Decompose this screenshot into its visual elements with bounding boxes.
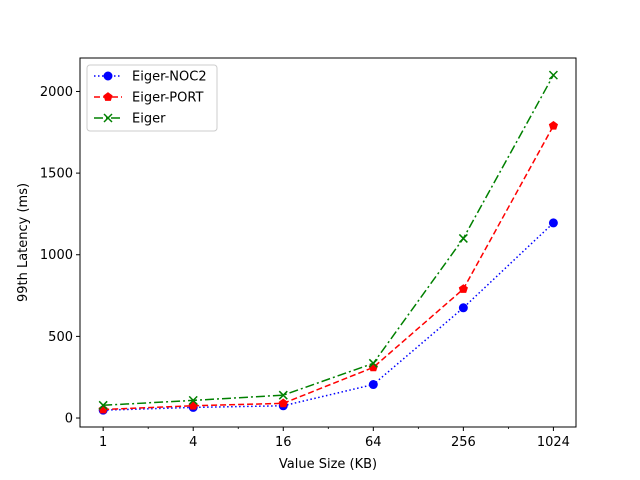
data-point [548, 120, 558, 130]
y-axis: 0 500 1000 1500 2000 [40, 85, 80, 427]
data-point [368, 358, 378, 368]
y-axis-label: 99th Latency (ms) [16, 183, 31, 302]
data-point [458, 233, 468, 243]
legend-label: Eiger-NOC2 [132, 70, 207, 85]
y-tick-label: 1500 [40, 167, 73, 182]
series-eiger [98, 70, 558, 410]
data-point [188, 395, 198, 405]
data-point [458, 303, 468, 313]
data-point [278, 398, 288, 408]
data-point [98, 400, 108, 410]
y-tick-label: 2000 [40, 85, 73, 100]
x-tick-label: 64 [365, 435, 382, 450]
series-line [103, 125, 555, 411]
y-tick-label: 1000 [40, 248, 73, 263]
data-point [548, 218, 558, 228]
legend-label: Eiger-PORT [132, 91, 203, 106]
x-tick-label: 16 [275, 435, 292, 450]
legend-marker [103, 113, 113, 123]
y-tick-label: 0 [65, 412, 73, 427]
data-point [458, 284, 468, 293]
series-line [103, 74, 555, 407]
legend-marker [103, 92, 113, 101]
data-point [548, 70, 558, 80]
data-point [278, 390, 288, 400]
x-tick-label: 256 [451, 435, 476, 450]
x-axis: 1 4 16 64 256 1024 [99, 427, 570, 450]
legend-item: Eiger-NOC2 [94, 70, 207, 85]
legend: Eiger-NOC2 Eiger-PORT Eiger [86, 64, 218, 132]
legend-item: Eiger [94, 112, 166, 127]
legend-marker [103, 71, 113, 81]
x-tick-label: 4 [189, 435, 197, 450]
legend-label: Eiger [132, 112, 166, 127]
x-axis-label: Value Size (KB) [279, 457, 377, 472]
y-tick-label: 500 [48, 330, 73, 345]
data-point [368, 380, 378, 390]
x-tick-label: 1 [99, 435, 107, 450]
series-eiger-noc2 [98, 218, 558, 415]
legend-box [86, 64, 218, 132]
x-tick-label: 1024 [537, 435, 570, 450]
series-layer [98, 70, 558, 415]
legend-item: Eiger-PORT [94, 91, 203, 106]
